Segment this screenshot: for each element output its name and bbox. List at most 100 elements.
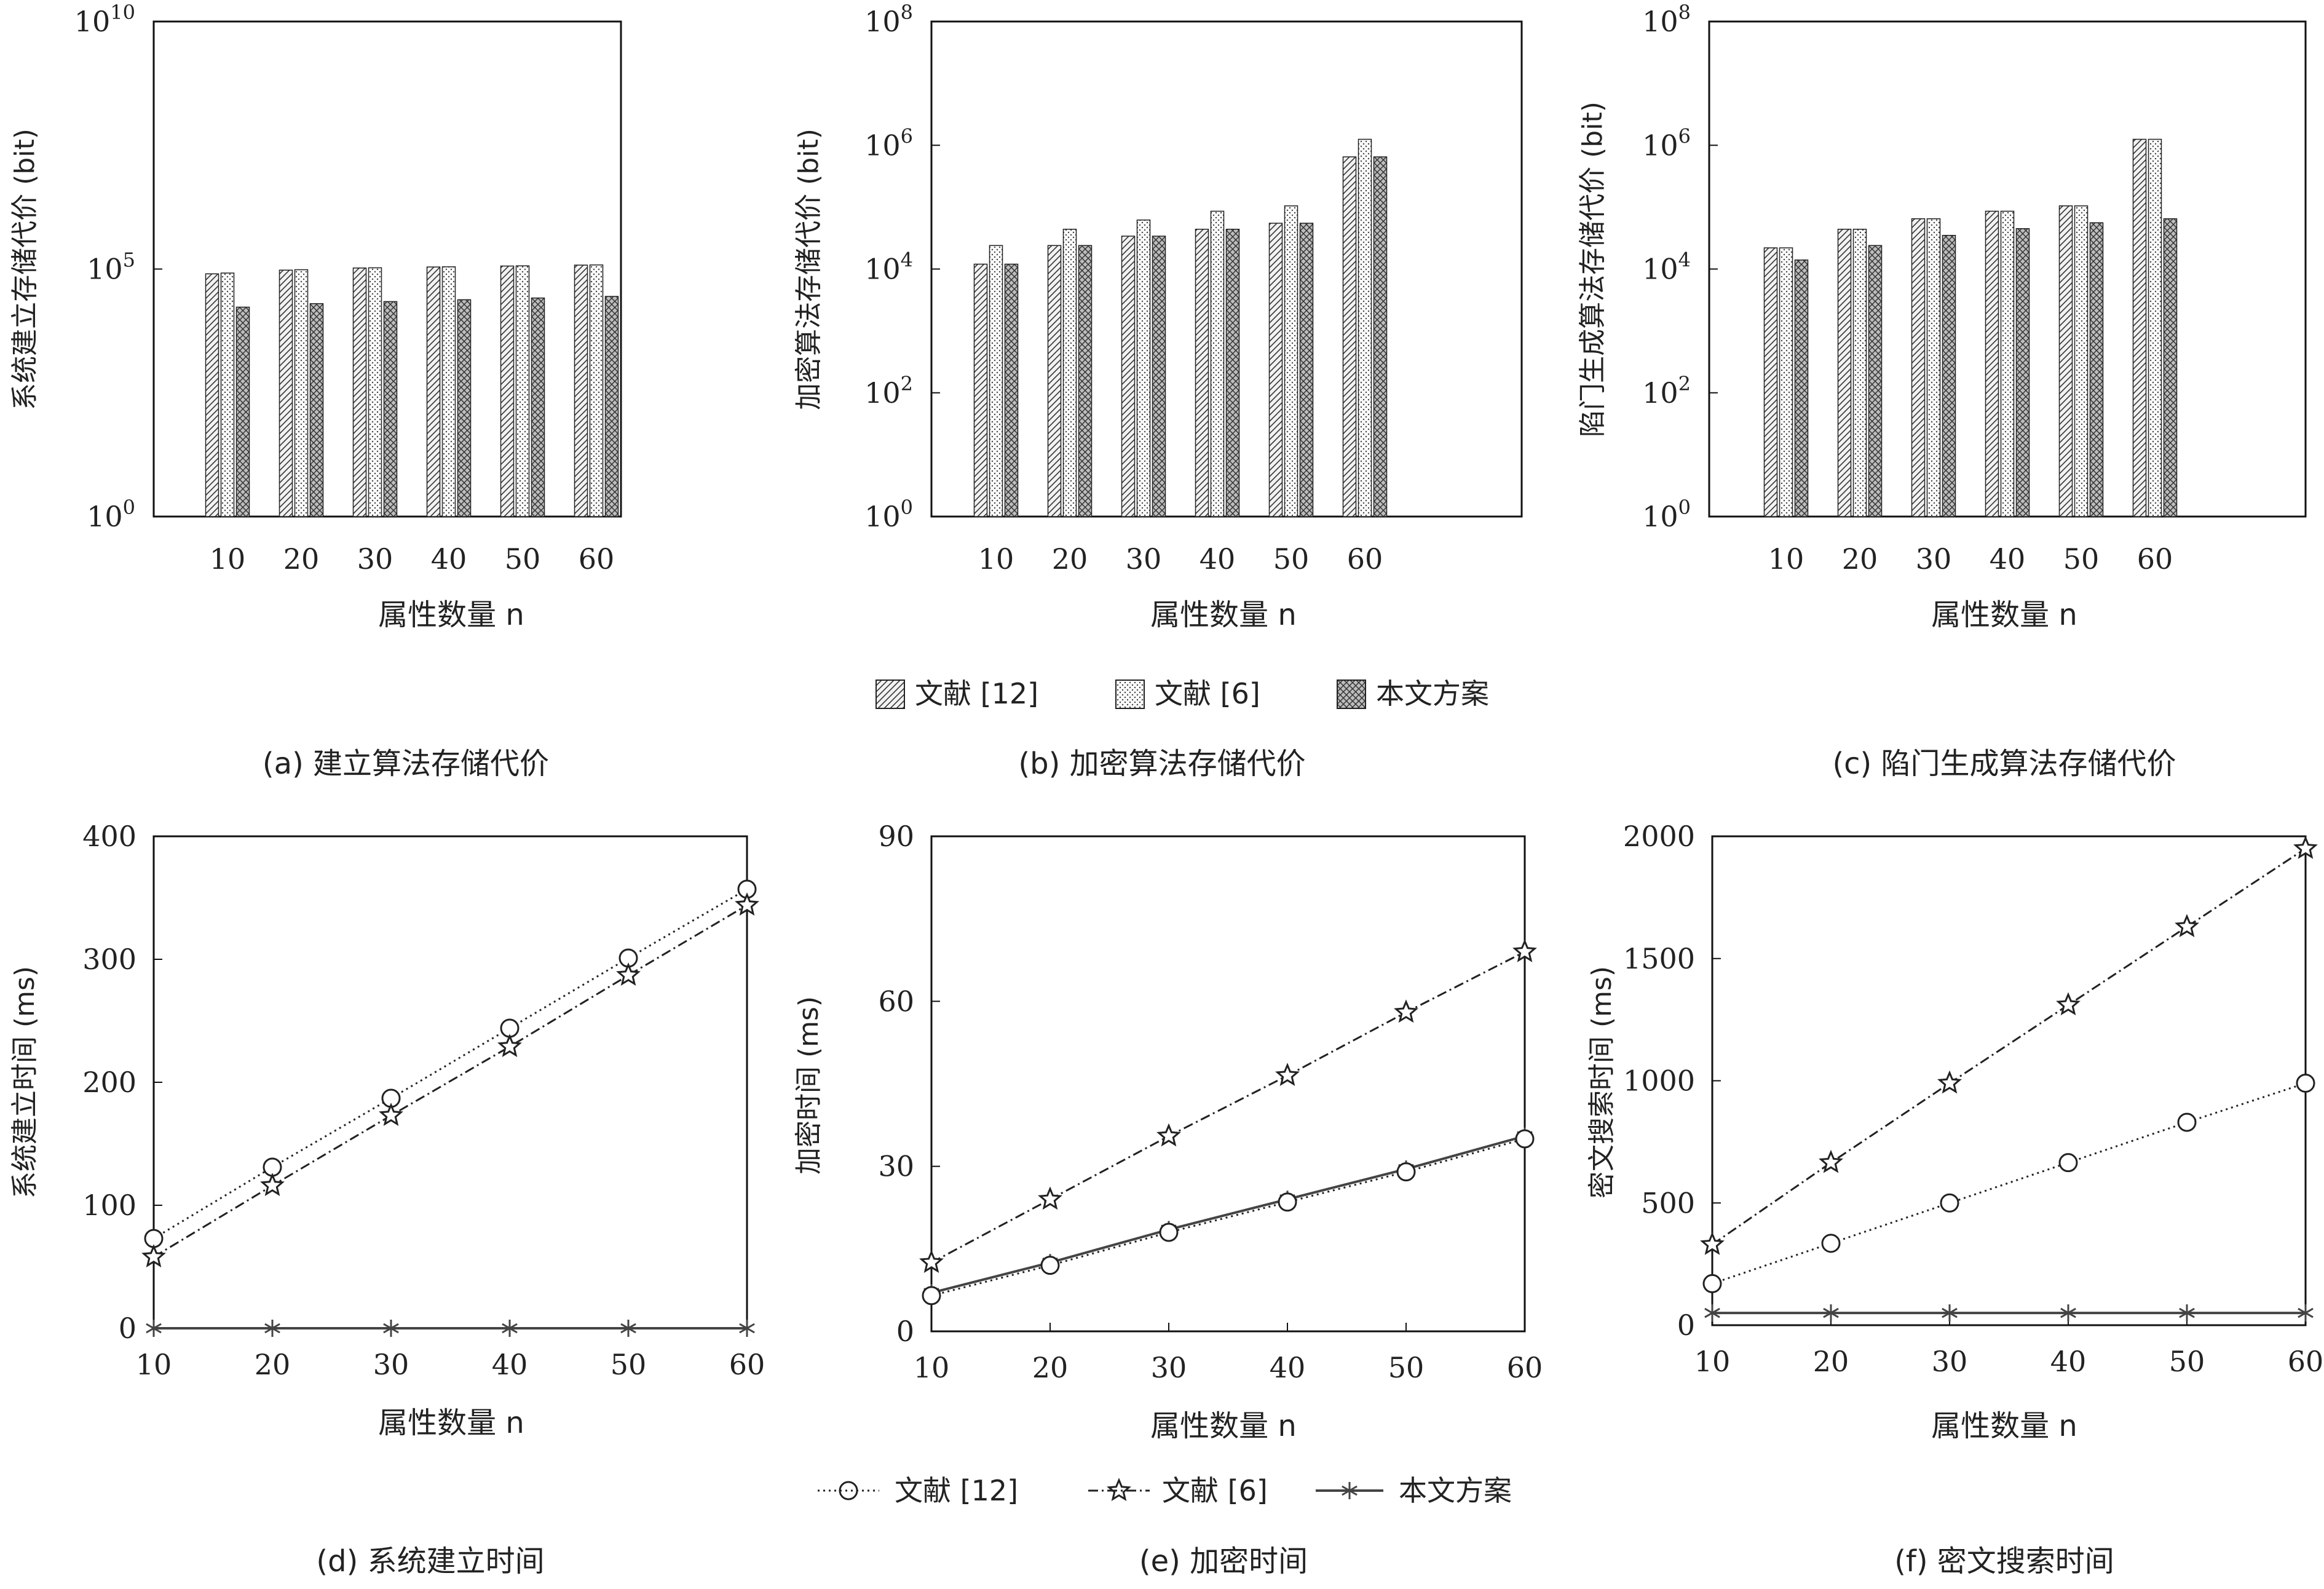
bar-legend: 文献 [12] 文献 [6] 本文方案 <box>875 677 1489 710</box>
y-tick-label-e-1: 30 <box>878 1150 914 1183</box>
series-line-f-s1 <box>1712 847 2306 1246</box>
point-e-s0-4 <box>1396 1162 1416 1182</box>
line-legend-marker-2 <box>1107 1478 1131 1501</box>
plot-body-f: 0 500 1000 1500 2000 10 20 30 40 50 60 <box>1623 820 2323 1378</box>
bar-a-s0-3 <box>426 266 441 517</box>
point-f-s2-1 <box>1823 1304 1839 1322</box>
bar-a-s1-4 <box>515 265 530 517</box>
y-tick-label-c-0: 100 <box>1642 496 1691 533</box>
bar-a-s1-2 <box>368 267 382 517</box>
point-f-s1-2 <box>1937 1070 1962 1094</box>
line-legend-marker-1 <box>839 1481 858 1500</box>
y-tick-label-c-1: 102 <box>1642 372 1691 410</box>
bar-c-s1-0 <box>1779 247 1793 517</box>
caption-a: (a) 建立算法存储代价 <box>263 747 549 781</box>
point-e-s1-2 <box>1156 1123 1181 1147</box>
point-f-s2-2 <box>1942 1304 1958 1322</box>
x-tick-label-e-3: 40 <box>1270 1351 1306 1384</box>
point-f-s0-2 <box>1940 1193 1959 1213</box>
y-tick-base-c-1: 10 <box>1642 376 1678 410</box>
bar-c-s0-0 <box>1763 247 1778 517</box>
x-tick-label-b-2: 30 <box>1126 542 1162 576</box>
x-axis-label-c: 属性数量 n <box>1931 598 2077 632</box>
point-d-s2-1 <box>264 1320 280 1337</box>
bar-c-s2-2 <box>1942 235 1956 517</box>
bar-b-s1-4 <box>1284 205 1298 517</box>
x-axis-label-a: 属性数量 n <box>378 598 524 632</box>
series-line-f-s0 <box>1712 1082 2306 1285</box>
y-tick-exp-b-4: 8 <box>901 1 913 24</box>
bar-b-s2-4 <box>1299 223 1314 517</box>
x-tick-label-a-0: 10 <box>210 542 246 576</box>
bar-b-s0-4 <box>1268 223 1283 517</box>
bar-legend-swatch-2 <box>1115 680 1145 709</box>
line-legend-label-2: 文献 [6] <box>1162 1474 1268 1507</box>
point-d-s1-4 <box>616 962 641 986</box>
bar-c-s2-1 <box>1868 245 1883 517</box>
y-tick-exp-c-4: 8 <box>1678 1 1691 24</box>
y-tick-base-a-0: 10 <box>87 500 123 533</box>
y-tick-exp-c-3: 6 <box>1678 124 1691 148</box>
bar-c-s2-5 <box>2163 218 2178 517</box>
x-tick-label-c-5: 60 <box>2137 542 2173 576</box>
y-tick-base-b-2: 10 <box>864 253 901 286</box>
y-tick-label-f-4: 2000 <box>1623 820 1695 853</box>
point-f-s1-1 <box>1819 1149 1843 1173</box>
x-tick-label-b-5: 60 <box>1347 542 1383 576</box>
line-legend: 文献 [12] 文献 [6] 本文方案 <box>818 1474 1512 1507</box>
caption-d: (d) 系统建立时间 <box>316 1544 544 1579</box>
bar-c-s1-5 <box>2148 138 2162 517</box>
y-tick-label-b-0: 100 <box>864 496 913 533</box>
x-tick-label-c-1: 20 <box>1842 542 1878 576</box>
x-tick-label-a-2: 30 <box>357 542 393 576</box>
bar-legend-swatch-3 <box>1337 680 1366 709</box>
y-tick-base-c-4: 10 <box>1642 5 1678 38</box>
series-line-e-s2 <box>931 1135 1525 1294</box>
x-axis-label-e: 属性数量 n <box>1150 1409 1297 1443</box>
x-tick-label-d-5: 60 <box>729 1348 765 1381</box>
bar-a-s0-1 <box>279 269 293 517</box>
point-d-s2-4 <box>620 1320 636 1337</box>
x-tick-label-e-0: 10 <box>914 1351 950 1384</box>
point-f-s0-1 <box>1821 1234 1841 1253</box>
point-d-s2-2 <box>383 1320 399 1337</box>
point-d-s2-3 <box>502 1320 518 1337</box>
bar-c-s1-1 <box>1852 229 1867 517</box>
series-line-e-s0 <box>931 1138 1525 1297</box>
y-tick-label-b-1: 102 <box>864 372 913 410</box>
bar-a-s2-5 <box>604 296 619 517</box>
y-tick-exp-c-0: 0 <box>1678 496 1691 519</box>
x-tick-label-f-1: 20 <box>1813 1345 1849 1378</box>
point-d-s1-3 <box>497 1034 522 1057</box>
y-tick-exp-b-0: 0 <box>901 496 913 519</box>
bar-a-s0-5 <box>574 264 588 517</box>
point-e-s0-0 <box>922 1286 941 1306</box>
bar-a-s2-2 <box>383 301 398 517</box>
bar-b-s2-5 <box>1373 156 1388 517</box>
y-tick-exp-a-1: 5 <box>123 248 135 272</box>
point-f-s2-3 <box>2060 1304 2076 1322</box>
y-tick-label-d-1: 100 <box>82 1189 136 1222</box>
y-tick-label-b-3: 106 <box>864 124 913 162</box>
bar-b-s0-0 <box>973 263 988 517</box>
x-tick-label-d-1: 20 <box>255 1348 291 1381</box>
line-legend-label-3: 本文方案 <box>1399 1474 1512 1507</box>
bar-b-s0-1 <box>1047 245 1062 517</box>
subplot-e: 0 30 60 90 10 20 30 40 50 60 加密时间 (ms) 属性数量 n (e)… <box>793 820 1543 1579</box>
bar-c-s2-3 <box>2015 228 2030 517</box>
y-tick-base-c-2: 10 <box>1642 253 1678 286</box>
bar-legend-label-2: 文献 [6] <box>1155 677 1260 710</box>
x-tick-label-f-5: 60 <box>2288 1345 2324 1378</box>
bar-legend-label-3: 本文方案 <box>1376 677 1489 710</box>
y-tick-label-d-0: 0 <box>119 1312 136 1345</box>
bar-c-s1-2 <box>1926 218 1941 517</box>
bar-b-s1-1 <box>1062 229 1077 517</box>
point-e-s0-2 <box>1159 1222 1179 1242</box>
point-d-s1-1 <box>260 1173 285 1196</box>
bar-c-s0-5 <box>2132 138 2147 517</box>
point-f-s0-0 <box>1702 1274 1722 1293</box>
y-axis-label-a: 系统建立存储代价 (bit) <box>9 129 41 410</box>
y-tick-base-b-3: 10 <box>864 129 901 162</box>
